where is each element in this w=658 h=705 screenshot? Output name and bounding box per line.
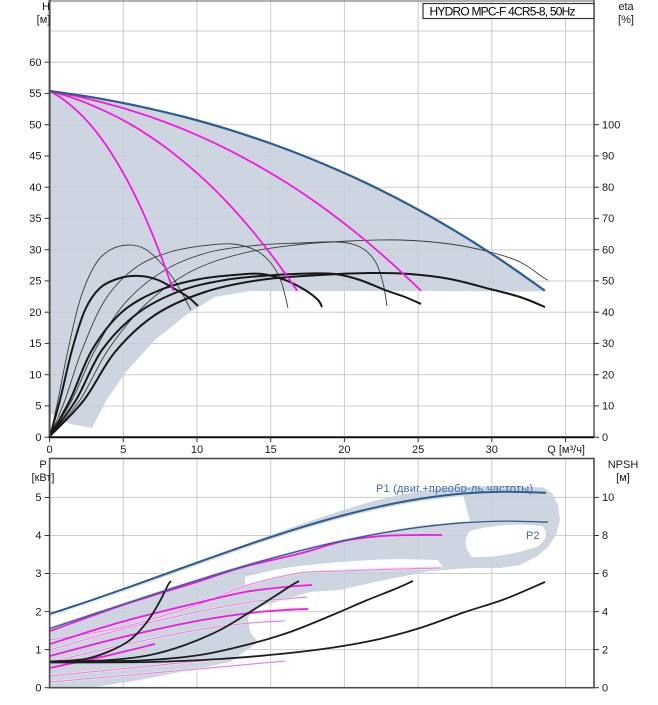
svg-text:HYDRO MPC-F 4CR5-8, 50Hz: HYDRO MPC-F 4CR5-8, 50Hz (430, 4, 576, 18)
svg-text:0: 0 (602, 432, 608, 444)
svg-text:30: 30 (486, 444, 498, 456)
svg-text:10: 10 (29, 369, 41, 381)
svg-text:30: 30 (29, 244, 41, 256)
svg-text:3: 3 (35, 568, 41, 580)
svg-text:10: 10 (191, 444, 203, 456)
svg-text:[м]: [м] (37, 14, 51, 26)
svg-text:100: 100 (602, 119, 620, 131)
svg-text:P1 (двиг.+преобр-ль частоты): P1 (двиг.+преобр-ль частоты) (376, 483, 533, 495)
svg-text:30: 30 (602, 338, 614, 350)
svg-text:50: 50 (29, 119, 41, 131)
svg-text:90: 90 (602, 151, 614, 163)
svg-text:P: P (39, 459, 46, 471)
svg-text:5: 5 (120, 444, 126, 456)
svg-text:0: 0 (35, 432, 41, 444)
svg-text:NPSH: NPSH (608, 459, 639, 471)
svg-text:50: 50 (602, 276, 614, 288)
svg-text:10: 10 (602, 492, 614, 504)
svg-text:Q [м³/ч]: Q [м³/ч] (547, 444, 585, 456)
svg-text:6: 6 (602, 568, 608, 580)
svg-text:55: 55 (29, 88, 41, 100)
svg-text:40: 40 (602, 307, 614, 319)
svg-text:20: 20 (338, 444, 350, 456)
svg-text:70: 70 (602, 213, 614, 225)
svg-text:P2: P2 (526, 530, 539, 542)
svg-text:20: 20 (602, 369, 614, 381)
svg-text:5: 5 (35, 401, 41, 413)
svg-text:80: 80 (602, 182, 614, 194)
svg-text:2: 2 (602, 644, 608, 656)
svg-text:20: 20 (29, 307, 41, 319)
svg-text:0: 0 (35, 682, 41, 694)
svg-text:35: 35 (29, 213, 41, 225)
svg-text:0: 0 (47, 444, 53, 456)
svg-text:40: 40 (29, 182, 41, 194)
svg-text:[м]: [м] (616, 472, 630, 484)
svg-text:0: 0 (602, 682, 608, 694)
svg-text:H: H (42, 1, 50, 13)
svg-text:45: 45 (29, 151, 41, 163)
svg-text:[%]: [%] (618, 14, 634, 26)
svg-text:10: 10 (602, 401, 614, 413)
svg-text:eta: eta (618, 1, 634, 13)
svg-text:4: 4 (35, 530, 41, 542)
svg-text:5: 5 (35, 492, 41, 504)
svg-text:4: 4 (602, 606, 608, 618)
svg-text:8: 8 (602, 530, 608, 542)
svg-text:15: 15 (29, 338, 41, 350)
svg-text:25: 25 (412, 444, 424, 456)
svg-text:25: 25 (29, 276, 41, 288)
svg-text:15: 15 (265, 444, 277, 456)
svg-text:1: 1 (35, 644, 41, 656)
svg-text:60: 60 (602, 244, 614, 256)
svg-text:2: 2 (35, 606, 41, 618)
svg-text:60: 60 (29, 57, 41, 69)
svg-text:[кВт]: [кВт] (32, 472, 55, 484)
